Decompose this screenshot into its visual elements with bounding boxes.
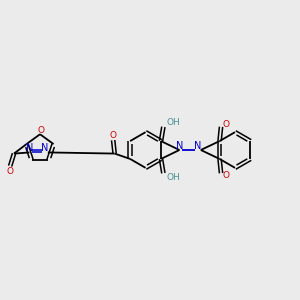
Text: OH: OH	[167, 118, 181, 127]
Text: O: O	[109, 130, 116, 140]
Text: O: O	[7, 167, 14, 176]
Text: O: O	[223, 120, 230, 129]
Text: N: N	[176, 141, 183, 151]
Text: O: O	[223, 171, 230, 180]
Text: O: O	[37, 126, 44, 135]
Text: N: N	[26, 143, 33, 153]
Text: OH: OH	[167, 173, 181, 182]
Text: N: N	[194, 141, 202, 151]
Text: N: N	[41, 143, 49, 153]
